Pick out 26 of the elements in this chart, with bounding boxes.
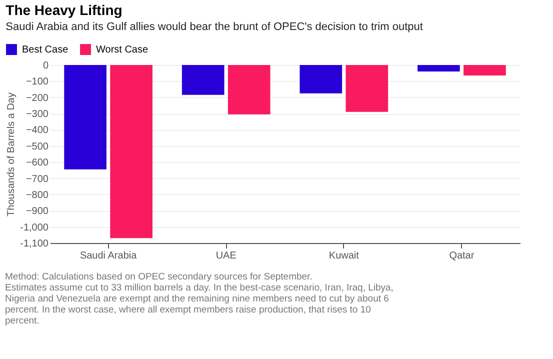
x-tick-label: Kuwait [328, 250, 360, 262]
x-tick-label: Qatar [449, 250, 475, 262]
y-tick-label: -1,000 [20, 222, 49, 234]
legend-label: Best Case [22, 44, 69, 56]
y-tick-label: −300 [26, 109, 49, 120]
legend-label: Worst Case [96, 44, 148, 56]
x-tick-label: UAE [216, 250, 237, 262]
y-tick-label: −400 [26, 125, 49, 136]
chart-title: The Heavy Lifting [6, 2, 122, 18]
y-tick-label: −600 [26, 158, 49, 169]
y-tick-label: 0 [42, 60, 49, 72]
y-tick-label: −900 [26, 206, 49, 218]
y-tick-label: -1,100 [20, 238, 49, 250]
text: Estimates assume cut to 33 million barrels a day. In the best-case scenario, Iran, Iraq, Libya, [5, 282, 394, 294]
text: percent. [5, 316, 40, 326]
y-axis-title: Thousands of Barrels a Day [6, 92, 18, 216]
y-tick-label: −200 [26, 92, 49, 104]
text: Method: Calculations based on OPEC secondary sources for September. [5, 272, 312, 282]
x-tick-label: Saudi Arabia [80, 250, 138, 262]
y-tick-label: −500 [26, 141, 49, 152]
y-tick-label: −100 [26, 76, 49, 88]
chart-subtitle: Saudi Arabia and its Gulf allies would bear the brunt of OPEC's decision to trim output [6, 21, 423, 33]
text: percent. In the worst case, where all exempt members raise production, that rises to 10 [5, 304, 371, 316]
y-tick-label: −700 [26, 174, 49, 185]
text: Nigeria and Venezuela are exempt and the remaining nine members need to cut by about 6 [5, 294, 389, 304]
y-tick-label: −800 [26, 190, 49, 201]
